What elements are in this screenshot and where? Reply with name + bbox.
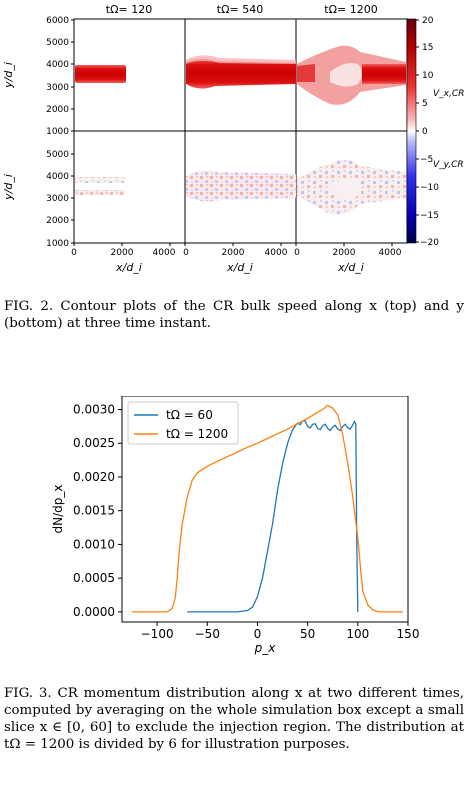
figure-3-caption-label: FIG. 3. <box>4 686 52 701</box>
x-axis-label-p3: x/d_i <box>337 261 364 274</box>
colorbar-label-vy: V_y,CR <box>433 160 464 170</box>
y-tick-layer: 0.0000 0.0005 0.0010 0.0015 0.0020 0.0025 0.00… <box>73 402 122 618</box>
cbar-tick-15: 15 <box>422 43 433 53</box>
panel-vy-t120 <box>74 131 185 243</box>
y-tick-label: 0.0025 <box>73 436 115 450</box>
x-axis-label: p_x <box>254 641 277 655</box>
xtick-p1-4000: 4000 <box>153 248 176 258</box>
x-axis-label-p1: x/d_i <box>115 261 142 274</box>
legend-entry-t1200: tΩ = 1200 <box>166 427 228 441</box>
x-axis-labels: x/d_i x/d_i x/d_i <box>115 261 364 274</box>
cbar-tick-20: 20 <box>422 16 434 26</box>
figure-3-caption: FIG. 3. CR momentum distribution along x… <box>4 685 464 753</box>
x-tick-label: 0 <box>254 627 262 641</box>
figure-2-caption-label: FIG. 2. <box>4 299 53 314</box>
ytick-top-2000: 2000 <box>46 105 69 115</box>
y-tick-label: 0.0000 <box>73 605 115 619</box>
panel-titles: tΩ= 120 tΩ= 540 tΩ= 1200 <box>106 3 378 16</box>
vx-band-t120 <box>75 65 126 83</box>
xtick-p3-0: 0 <box>294 248 300 258</box>
ytick-top-3000: 3000 <box>46 83 69 93</box>
xtick-p1-0: 0 <box>71 248 77 258</box>
ytick-bottom-1000: 1000 <box>46 239 69 249</box>
ytick-bottom-4000: 4000 <box>46 172 69 182</box>
ytick-bottom-2000: 2000 <box>46 216 69 226</box>
x-tick-layer: −100 −50 0 50 100 150 <box>141 622 420 641</box>
y-ticks-bottom: 5000 4000 3000 2000 1000 <box>46 150 74 249</box>
ytick-top-6000: 6000 <box>46 16 69 26</box>
panel-title-t120: tΩ= 120 <box>106 3 152 16</box>
x-tick-label: 150 <box>397 627 420 641</box>
cbar-tick-m10: −10 <box>420 183 439 193</box>
vx-band-t1200-core <box>362 64 406 84</box>
ytick-bottom-3000: 3000 <box>46 194 69 204</box>
xtick-p2-4000: 4000 <box>265 248 288 258</box>
panel-title-t1200: tΩ= 1200 <box>324 3 377 16</box>
xtick-p2-0: 0 <box>183 248 189 258</box>
y-tick-label: 0.0005 <box>73 571 115 585</box>
x-tick-label: −50 <box>195 627 220 641</box>
xtick-p3-2000: 2000 <box>333 248 356 258</box>
vx-band-t1200-left <box>297 64 315 82</box>
ytick-bottom-5000: 5000 <box>46 150 69 160</box>
figure-2-caption: FIG. 2. Contour plots of the CR bulk spe… <box>4 298 464 332</box>
colorbar <box>407 19 416 243</box>
x-axis-label-p2: x/d_i <box>226 261 253 274</box>
vy-band-t120-top <box>75 177 125 183</box>
y-tick-label: 0.0010 <box>73 537 115 551</box>
colorbar-label-vx: V_x,CR <box>433 89 464 99</box>
x-tick-label: 50 <box>300 627 315 641</box>
vy-band-t120-bottom <box>75 190 125 195</box>
panel-title-t540: tΩ= 540 <box>217 3 263 16</box>
ytick-top-5000: 5000 <box>46 38 69 48</box>
y-ticks-top: 6000 5000 4000 3000 2000 1000 <box>46 16 74 137</box>
figure-2-caption-text: Contour plots of the CR bulk speed along… <box>4 299 464 331</box>
figure-3-caption-text: CR momentum distribution along x at two … <box>4 686 464 752</box>
y-tick-label: 0.0030 <box>73 402 115 416</box>
cbar-tick-5: 5 <box>422 99 428 109</box>
x-tick-label: 100 <box>346 627 369 641</box>
y-axis-label-bottom: y/d_i <box>2 174 15 201</box>
legend: tΩ = 60 tΩ = 1200 <box>128 402 238 444</box>
figure-3-line-chart: −100 −50 0 50 100 150 0.0000 0.0005 0.0010 0.001… <box>0 396 467 656</box>
ytick-top-1000: 1000 <box>46 127 69 137</box>
y-tick-label: 0.0015 <box>73 504 115 518</box>
xtick-p3-4000: 4000 <box>379 248 402 258</box>
xtick-p2-2000: 2000 <box>222 248 245 258</box>
y-axis-label-top: y/d_i <box>2 62 15 89</box>
x-ticks: 0 2000 4000 0 2000 4000 0 2000 4000 <box>71 243 402 258</box>
cbar-tick-m5: −5 <box>420 155 433 165</box>
xtick-p1-2000: 2000 <box>111 248 134 258</box>
ytick-top-4000: 4000 <box>46 60 69 70</box>
cbar-tick-10: 10 <box>422 71 434 81</box>
cbar-tick-m15: −15 <box>420 211 439 221</box>
vy-band-t540 <box>186 171 296 202</box>
legend-entry-t60: tΩ = 60 <box>166 408 213 422</box>
colorbar-ticks: 20 15 10 5 0 −5 −10 −15 −20 <box>416 16 439 248</box>
figure-2-contour-plots: tΩ= 120 tΩ= 540 tΩ= 1200 6000 5000 4000 … <box>0 0 467 290</box>
cbar-tick-0: 0 <box>422 127 428 137</box>
series-line-0 <box>187 421 358 612</box>
y-axis-label: dN/dp_x <box>51 485 65 534</box>
y-tick-label: 0.0020 <box>73 470 115 484</box>
cbar-tick-m20: −20 <box>420 238 439 248</box>
x-tick-label: −100 <box>141 627 174 641</box>
